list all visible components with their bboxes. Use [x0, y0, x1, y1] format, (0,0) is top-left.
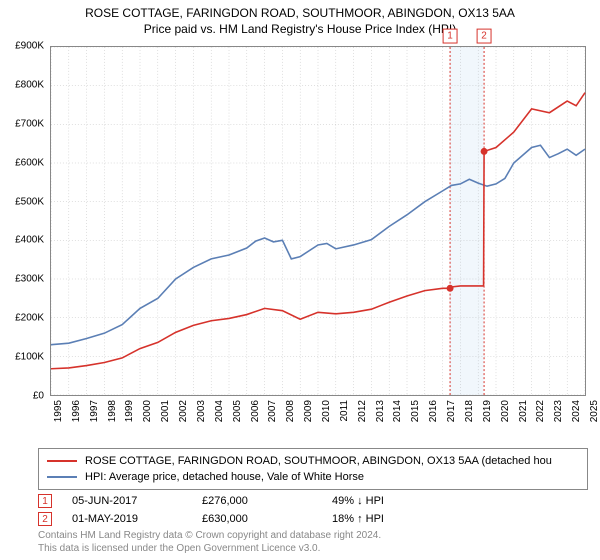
- x-tick-label: 2003: [196, 400, 207, 422]
- svg-text:1: 1: [447, 31, 453, 42]
- x-tick-label: 2012: [357, 400, 368, 422]
- x-tick-label: 2014: [392, 400, 403, 422]
- x-tick-label: 2010: [321, 400, 332, 422]
- legend-swatch: [47, 476, 77, 478]
- chart-title: ROSE COTTAGE, FARINGDON ROAD, SOUTHMOOR,…: [0, 6, 600, 20]
- x-tick-label: 2006: [250, 400, 261, 422]
- marker-badge: 2: [38, 512, 52, 526]
- x-tick-label: 2021: [518, 400, 529, 422]
- x-tick-label: 2016: [428, 400, 439, 422]
- x-tick-label: 2001: [160, 400, 171, 422]
- x-tick-label: 1998: [107, 400, 118, 422]
- marker-price: £276,000: [202, 495, 292, 507]
- x-tick-label: 1999: [124, 400, 135, 422]
- footer-attribution: Contains HM Land Registry data © Crown c…: [38, 530, 381, 555]
- y-tick-label: £600K: [15, 157, 44, 168]
- x-tick-label: 2023: [553, 400, 564, 422]
- marker-badge: 1: [38, 494, 52, 508]
- markers-table: 1 05-JUN-2017 £276,000 49% ↓ HPI 2 01-MA…: [38, 492, 588, 528]
- chart-subtitle: Price paid vs. HM Land Registry's House …: [0, 22, 600, 36]
- x-tick-label: 2005: [232, 400, 243, 422]
- x-tick-label: 2015: [410, 400, 421, 422]
- x-tick-label: 2000: [142, 400, 153, 422]
- y-tick-label: £900K: [15, 41, 44, 52]
- x-tick-label: 2008: [285, 400, 296, 422]
- x-tick-label: 2009: [303, 400, 314, 422]
- x-tick-label: 1997: [89, 400, 100, 422]
- x-tick-label: 2011: [339, 400, 350, 422]
- x-tick-label: 2018: [464, 400, 475, 422]
- marker-row: 2 01-MAY-2019 £630,000 18% ↑ HPI: [38, 510, 588, 528]
- x-tick-label: 1996: [71, 400, 82, 422]
- marker-price: £630,000: [202, 513, 292, 525]
- x-tick-label: 2022: [535, 400, 546, 422]
- legend-row: HPI: Average price, detached house, Vale…: [47, 469, 579, 485]
- y-tick-label: £700K: [15, 118, 44, 129]
- x-tick-label: 1995: [53, 400, 64, 422]
- x-tick-label: 2007: [267, 400, 278, 422]
- x-tick-label: 2017: [446, 400, 457, 422]
- x-tick-label: 2004: [214, 400, 225, 422]
- y-tick-label: £400K: [15, 235, 44, 246]
- svg-text:2: 2: [481, 31, 487, 42]
- y-tick-label: £500K: [15, 196, 44, 207]
- y-tick-label: £100K: [15, 352, 44, 363]
- y-tick-label: £300K: [15, 274, 44, 285]
- y-tick-label: £0: [33, 391, 44, 402]
- marker-delta: 49% ↓ HPI: [332, 495, 422, 507]
- x-tick-label: 2013: [375, 400, 386, 422]
- legend-label: HPI: Average price, detached house, Vale…: [85, 471, 364, 483]
- marker-date: 05-JUN-2017: [72, 495, 162, 507]
- y-tick-label: £800K: [15, 79, 44, 90]
- x-tick-label: 2002: [178, 400, 189, 422]
- legend: ROSE COTTAGE, FARINGDON ROAD, SOUTHMOOR,…: [38, 448, 588, 490]
- y-axis-labels: £0£100K£200K£300K£400K£500K£600K£700K£80…: [0, 46, 48, 396]
- y-tick-label: £200K: [15, 313, 44, 324]
- chart-plot-area: 12: [50, 46, 586, 396]
- x-tick-label: 2020: [500, 400, 511, 422]
- marker-row: 1 05-JUN-2017 £276,000 49% ↓ HPI: [38, 492, 588, 510]
- legend-swatch: [47, 460, 77, 462]
- legend-label: ROSE COTTAGE, FARINGDON ROAD, SOUTHMOOR,…: [85, 455, 552, 467]
- marker-date: 01-MAY-2019: [72, 513, 162, 525]
- x-tick-label: 2024: [571, 400, 582, 422]
- marker-delta: 18% ↑ HPI: [332, 513, 422, 525]
- x-tick-label: 2025: [589, 400, 600, 422]
- x-axis-labels: 1995 1996 1997 1998 1999 2000 2001 2002 2003 2004…: [50, 398, 586, 448]
- x-tick-label: 2019: [482, 400, 493, 422]
- legend-row: ROSE COTTAGE, FARINGDON ROAD, SOUTHMOOR,…: [47, 453, 579, 469]
